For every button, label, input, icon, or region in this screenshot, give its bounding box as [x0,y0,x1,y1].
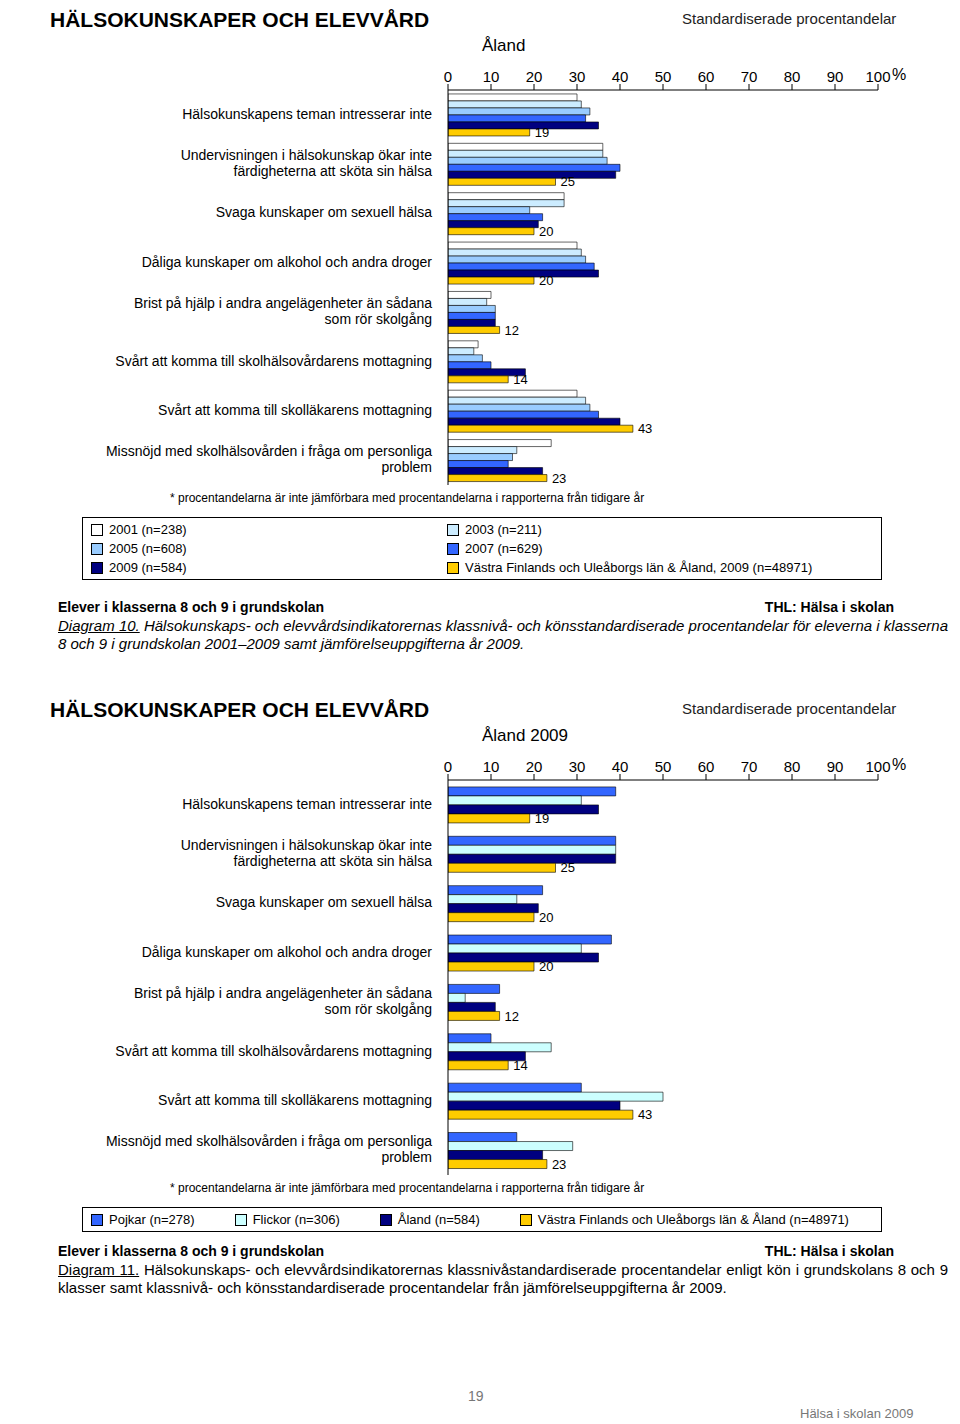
html-text:2005 (n=608): 2005 (n=608) [109,541,187,556]
svg-text:25: 25 [561,174,575,189]
html-text:* procentandelarna är inte jäm: * procentandelarna är inte jämförbara me… [170,491,645,505]
svg-text:60: 60 [698,758,715,775]
svg-text:Hälsokunskapens teman intresse: Hälsokunskapens teman intresserar inte [182,795,432,811]
svg-text:20: 20 [526,758,543,775]
html-text:Västra Finlands och Uleåborgs: Västra Finlands och Uleåborgs län & Ålan… [537,1212,849,1227]
svg-text:40: 40 [612,758,629,775]
svg-text:100: 100 [865,758,890,775]
svg-text:Svårt att komma till skolläkar: Svårt att komma till skolläkarens mottag… [158,402,432,418]
svg-text:70: 70 [741,68,758,85]
svg-text:23: 23 [552,471,566,485]
html-text:THL: Hälsa i skolan: THL: Hälsa i skolan [764,599,894,615]
svg-text:Dåliga kunskaper om alkohol oc: Dåliga kunskaper om alkohol och andra dr… [142,254,433,270]
svg-text:Undervisningen i hälsokunskap: Undervisningen i hälsokunskap ökar intef… [181,837,433,869]
svg-text:Dåliga kunskaper om alkohol oc: Dåliga kunskaper om alkohol och andra dr… [142,944,433,960]
html-text:Diagram 11. Hälsokunskaps- och: Diagram 11. Hälsokunskaps- och elevvårds… [58,1261,948,1296]
html-text:Elever i klasserna 8 och 9 i g: Elever i klasserna 8 och 9 i grundskolan [58,599,325,615]
html-text:HÄLSOKUNSKAPER OCH ELEVVÅRD: HÄLSOKUNSKAPER OCH ELEVVÅRD [50,8,430,31]
svg-text:14: 14 [513,372,527,387]
html-text:Standardiserade procentandelar: Standardiserade procentandelar [682,700,897,717]
svg-text:20: 20 [539,910,553,925]
html-text:Västra Finlands och Uleåborgs: Västra Finlands och Uleåborgs län & Ålan… [465,560,813,575]
svg-text:20: 20 [539,224,553,239]
svg-text:Missnöjd med skolhälsovården i: Missnöjd med skolhälsovården i fråga om … [106,1133,432,1165]
svg-text:Brist på hjälp i andra angeläg: Brist på hjälp i andra angelägenheter än… [134,295,432,327]
svg-text:10: 10 [483,758,500,775]
html-text:HÄLSOKUNSKAPER OCH ELEVVÅRD: HÄLSOKUNSKAPER OCH ELEVVÅRD [50,698,430,721]
svg-text:14: 14 [513,1058,527,1073]
svg-text:Svårt att komma till skolläkar: Svårt att komma till skolläkarens mottag… [158,1092,432,1108]
svg-text:50: 50 [655,758,672,775]
svg-text:Hälsokunskapens teman intresse: Hälsokunskapens teman intresserar inte [182,105,432,121]
svg-text:43: 43 [638,421,652,436]
svg-text:Svaga kunskaper om sexuell häl: Svaga kunskaper om sexuell hälsa [216,204,433,220]
html-text:Åland 2009: Åland 2009 [482,726,568,745]
svg-text:40: 40 [612,68,629,85]
html-text:Åland: Åland [482,36,526,55]
svg-text:0: 0 [444,68,452,85]
html-text:Åland (n=584): Åland (n=584) [397,1212,480,1227]
html-text:2003 (n=211): 2003 (n=211) [465,522,542,537]
svg-text:30: 30 [569,68,586,85]
svg-text:25: 25 [561,860,575,875]
svg-text:12: 12 [505,1009,519,1024]
svg-text:Undervisningen i hälsokunskap: Undervisningen i hälsokunskap ökar intef… [181,147,433,179]
svg-text:Svårt att komma till skolhälso: Svårt att komma till skolhälsovårdarens … [115,1042,432,1058]
html-text:2001 (n=238): 2001 (n=238) [109,522,187,537]
html-text:2009 (n=584): 2009 (n=584) [109,560,187,575]
svg-text:Missnöjd med skolhälsovården i: Missnöjd med skolhälsovården i fråga om … [106,443,432,475]
svg-text:23: 23 [552,1157,566,1172]
svg-text:80: 80 [784,758,801,775]
svg-text:12: 12 [505,323,519,338]
html-text:Elever i klasserna 8 och 9 i g: Elever i klasserna 8 och 9 i grundskolan [58,1243,325,1259]
svg-text:20: 20 [526,68,543,85]
svg-text:90: 90 [827,68,844,85]
svg-text:10: 10 [483,68,500,85]
svg-text:19: 19 [535,811,549,826]
html-text:* procentandelarna är inte jäm: * procentandelarna är inte jämförbara me… [170,1181,645,1195]
svg-text:43: 43 [638,1107,652,1122]
html-text:Pojkar (n=278): Pojkar (n=278) [109,1212,195,1227]
svg-text:30: 30 [569,758,586,775]
html-text:Flickor (n=306): Flickor (n=306) [252,1212,340,1227]
svg-text:60: 60 [698,68,715,85]
svg-text:90: 90 [827,758,844,775]
html-text:Hälsa i skolan 2009: Hälsa i skolan 2009 [800,1406,914,1421]
html-text:19: 19 [468,1388,484,1404]
svg-text:100: 100 [865,68,890,85]
svg-text:80: 80 [784,68,801,85]
svg-text:0: 0 [444,758,452,775]
html-text:Standardiserade procentandelar: Standardiserade procentandelar [682,10,897,27]
svg-text:19: 19 [535,125,549,140]
svg-text:Brist på hjälp i andra angeläg: Brist på hjälp i andra angelägenheter än… [134,985,432,1017]
svg-text:Svårt att komma till skolhälso: Svårt att komma till skolhälsovårdarens … [115,352,432,368]
html-text:2007 (n=629): 2007 (n=629) [465,541,543,556]
html-text:THL: Hälsa i skolan: THL: Hälsa i skolan [764,1243,894,1259]
html-text:Diagram 10. Hälsokunskaps- och: Diagram 10. Hälsokunskaps- och elevvårds… [58,617,948,652]
svg-text:70: 70 [741,758,758,775]
svg-text:50: 50 [655,68,672,85]
svg-text:Svaga kunskaper om sexuell häl: Svaga kunskaper om sexuell hälsa [216,894,433,910]
svg-text:20: 20 [539,959,553,974]
svg-text:20: 20 [539,273,553,288]
